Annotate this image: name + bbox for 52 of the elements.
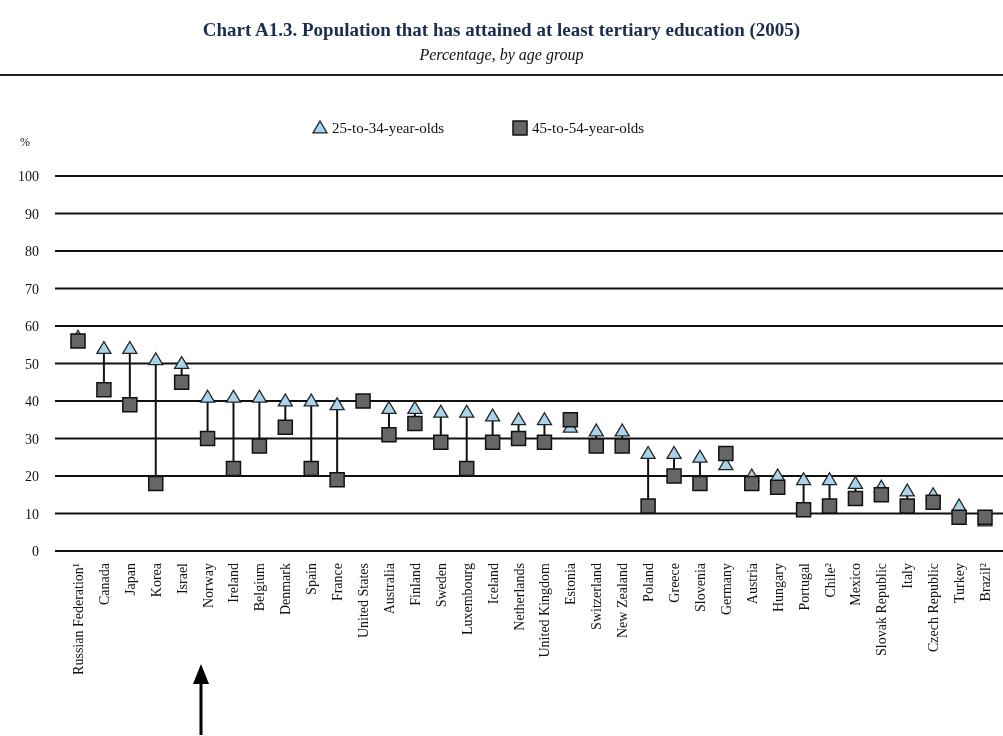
y-tick-label: 30 — [25, 431, 39, 447]
y-tick-label: 80 — [25, 244, 39, 259]
x-tick-label: France — [330, 563, 346, 602]
x-tick-label: Turkey — [952, 563, 968, 603]
x-tick-label: Austria — [744, 562, 760, 605]
x-tick-label: New Zealand — [615, 563, 631, 639]
y-axis-title: % — [20, 135, 30, 149]
x-tick-label: United Kingdom — [537, 562, 553, 658]
x-tick-label: Canada — [96, 562, 112, 605]
y-tick-label: 40 — [25, 394, 39, 409]
y-tick-label: 20 — [25, 469, 39, 484]
x-tick-label: Finland — [407, 563, 423, 606]
y-tick-label: 90 — [25, 206, 39, 222]
x-tick-label: Korea — [148, 562, 164, 598]
x-tick-label: Belgium — [252, 562, 268, 612]
y-tick-label: 50 — [25, 356, 39, 372]
x-tick-label: Switzerland — [589, 563, 605, 630]
x-tick-label: Hungary — [770, 563, 786, 612]
x-tick-label: Germany — [718, 563, 734, 616]
x-tick-label: Czech Republic — [926, 563, 942, 653]
chart-title: Chart A1.3. Population that has attained at least tertiary education (2005) — [202, 19, 801, 41]
x-tick-label: Mexico — [848, 563, 864, 606]
x-tick-label: Poland — [641, 563, 657, 602]
x-tick-label: Iceland — [485, 563, 501, 605]
x-tick-label: Denmark — [278, 563, 294, 616]
x-tick-label: Slovenia — [692, 562, 708, 612]
x-tick-label: Ireland — [226, 563, 242, 603]
x-tick-label: Norway — [200, 563, 216, 609]
y-tick-label: 70 — [25, 281, 39, 297]
x-tick-label: Greece — [667, 563, 683, 603]
x-tick-label: Sweden — [433, 563, 449, 608]
x-tick-label: Japan — [122, 563, 138, 595]
legend-label: 25-to-34-year-olds — [332, 120, 445, 136]
x-tick-label: Australia — [381, 562, 397, 615]
y-tick-label: 100 — [18, 169, 39, 184]
x-tick-label: Slovak Republic — [874, 563, 890, 656]
x-tick-label: Italy — [900, 563, 916, 589]
y-tick-label: 60 — [25, 319, 39, 334]
x-tick-label: Estonia — [563, 562, 579, 605]
x-tick-label: Chile² — [822, 563, 838, 598]
x-tick-label: United States — [356, 563, 372, 639]
x-tick-label: Luxembourg — [459, 563, 475, 636]
x-tick-label: Portugal — [796, 562, 812, 611]
y-tick-label: 0 — [32, 544, 39, 559]
x-tick-label: Spain — [304, 563, 320, 595]
x-tick-label: Israel — [174, 562, 190, 595]
x-tick-label: Brazil² — [978, 563, 993, 602]
x-tick-label: Netherlands — [511, 563, 527, 631]
y-tick-label: 10 — [25, 506, 39, 522]
chart-subtitle: Percentage, by age group — [418, 46, 584, 64]
legend-label: 45-to-54-year-olds — [532, 120, 645, 136]
x-tick-label: Russian Federation¹ — [71, 563, 86, 675]
